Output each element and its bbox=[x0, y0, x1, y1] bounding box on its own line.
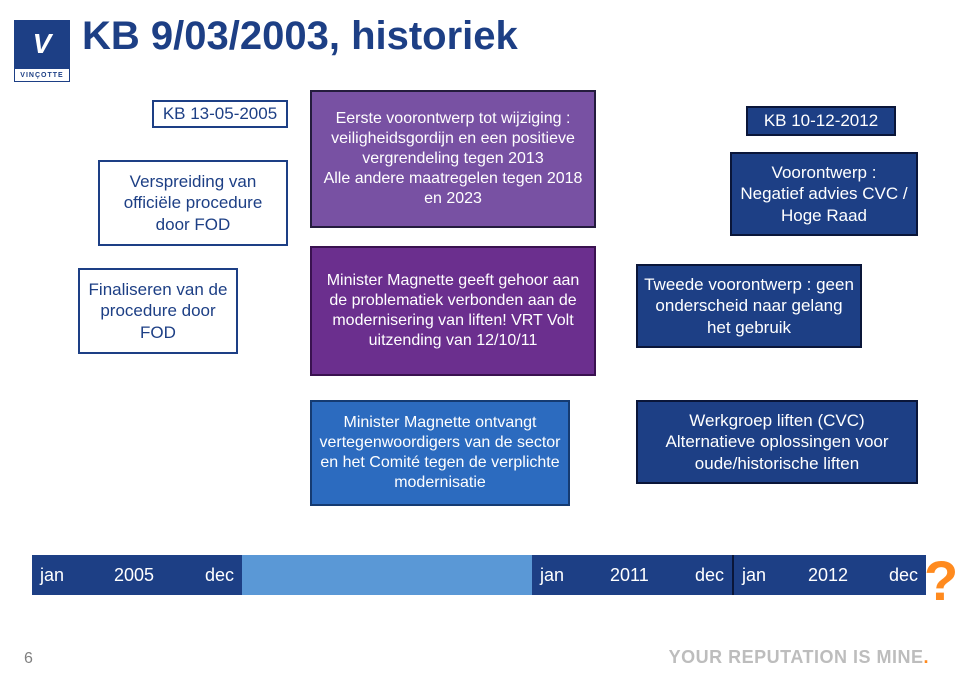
seg3-jan: jan bbox=[540, 565, 564, 586]
timeline-2012: jan 2012 dec bbox=[732, 555, 926, 595]
box-kb2012: KB 10-12-2012 bbox=[746, 106, 896, 136]
timeline-2005: jan 2005 dec bbox=[32, 555, 242, 595]
seg1-jan: jan bbox=[40, 565, 64, 586]
timeline-gap bbox=[242, 555, 532, 595]
seg4-year: 2012 bbox=[808, 565, 848, 586]
tagline: YOUR REPUTATION IS MINE. bbox=[669, 647, 929, 668]
brand-logo: V bbox=[14, 20, 70, 68]
tagline-text: YOUR REPUTATION IS MINE bbox=[669, 647, 924, 667]
box-werkgroep: Werkgroep liften (CVC) Alternatieve oplo… bbox=[636, 400, 918, 484]
seg4-dec: dec bbox=[889, 565, 918, 586]
box-kb2005: KB 13-05-2005 bbox=[152, 100, 288, 128]
box-voorontwerp_2013: Eerste voorontwerp tot wijziging : veili… bbox=[310, 90, 596, 228]
box-tweede: Tweede voorontwerp : geen onderscheid na… bbox=[636, 264, 862, 348]
box-magnette_gehoor: Minister Magnette geeft gehoor aan de pr… bbox=[310, 246, 596, 376]
logo-glyph: V bbox=[33, 30, 52, 58]
box-negatief: Voorontwerp : Negatief advies CVC / Hoge… bbox=[730, 152, 918, 236]
page-root: V VINÇOTTE KB 9/03/2003, historiek jan 2… bbox=[0, 0, 959, 686]
page-title: KB 9/03/2003, historiek bbox=[82, 14, 518, 59]
box-verspreiding: Verspreiding van officiële procedure doo… bbox=[98, 160, 288, 246]
box-finaliseren: Finaliseren van de procedure door FOD bbox=[78, 268, 238, 354]
seg3-year: 2011 bbox=[610, 565, 649, 586]
seg3-dec: dec bbox=[695, 565, 724, 586]
timeline-2011: jan 2011 dec bbox=[532, 555, 732, 595]
brand-name: VINÇOTTE bbox=[14, 68, 70, 82]
tagline-dot-icon: . bbox=[923, 647, 929, 667]
box-magnette_ontvangt: Minister Magnette ontvangt vertegenwoord… bbox=[310, 400, 570, 506]
question-mark-icon: ? bbox=[924, 548, 958, 613]
seg4-jan: jan bbox=[742, 565, 766, 586]
page-number: 6 bbox=[24, 650, 33, 668]
timeline: jan 2005 dec jan 2011 dec jan 2012 dec bbox=[32, 555, 926, 595]
seg1-year: 2005 bbox=[114, 565, 154, 586]
seg1-dec: dec bbox=[205, 565, 234, 586]
